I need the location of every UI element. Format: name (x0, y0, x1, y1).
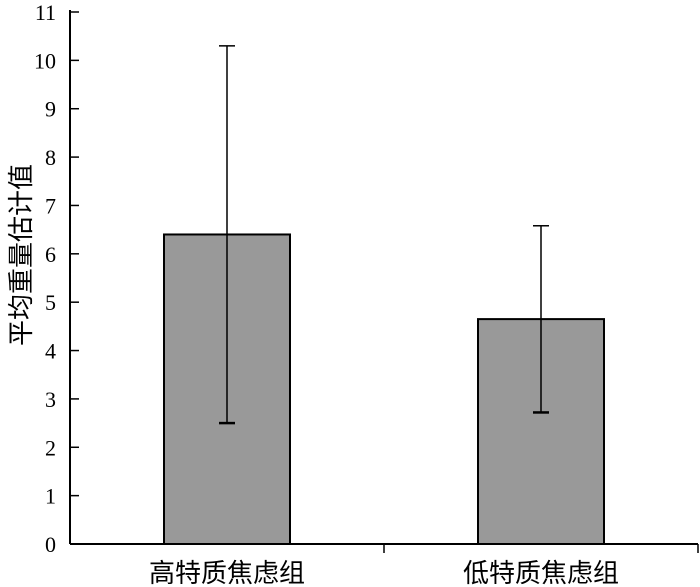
y-tick-label-10: 10 (34, 48, 56, 73)
x-category-label-2: 低特质焦虑组 (463, 559, 619, 587)
y-tick-label-11: 11 (35, 0, 56, 25)
y-tick-label-9: 9 (45, 97, 56, 122)
y-axis-title: 平均重量估计值 (7, 164, 37, 346)
y-tick-label-0: 0 (45, 532, 56, 557)
y-tick-label-2: 2 (45, 435, 56, 460)
y-tick-label-3: 3 (45, 387, 56, 412)
bars-layer (163, 233, 605, 546)
x-category-label-1: 高特质焦虑组 (149, 559, 305, 587)
y-tick-label-1: 1 (45, 484, 56, 509)
error-bars-layer (219, 45, 549, 425)
y-tick-label-4: 4 (45, 339, 56, 364)
y-tick-label-6: 6 (45, 242, 56, 267)
y-tick-label-8: 8 (45, 145, 56, 170)
axes-layer: 0 1 2 3 4 5 6 7 8 9 10 11 高特质焦虑组 低特质焦虑组 (34, 0, 699, 587)
y-tick-label-7: 7 (45, 193, 56, 218)
y-tick-label-5: 5 (45, 290, 56, 315)
